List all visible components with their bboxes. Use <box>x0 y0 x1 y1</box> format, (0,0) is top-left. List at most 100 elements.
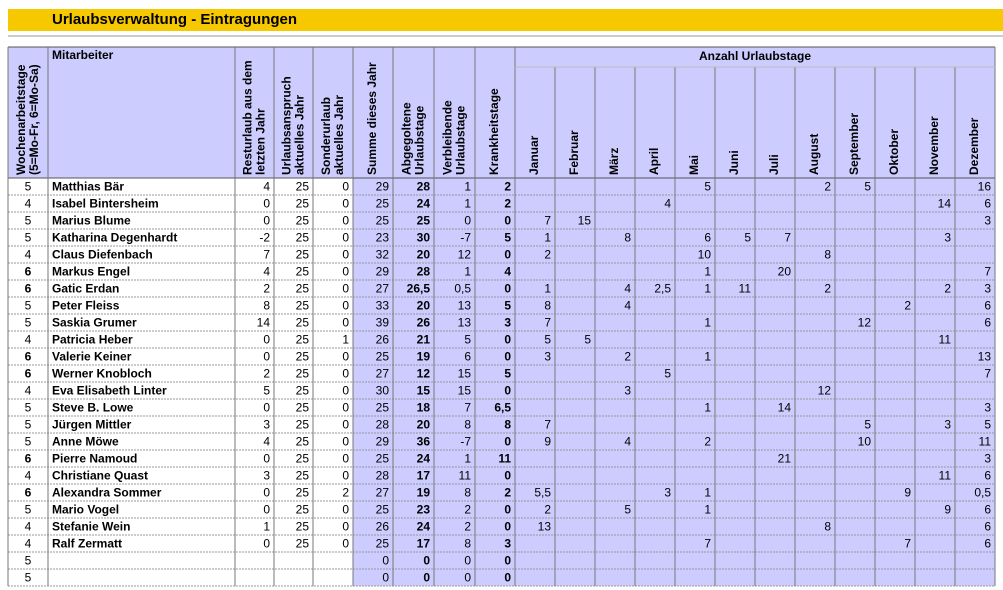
month-value: 1 <box>544 282 551 296</box>
workdays: 4 <box>25 469 32 483</box>
month-value: 13 <box>978 350 992 364</box>
cell-value: 29 <box>376 180 390 194</box>
header-bg <box>8 47 995 178</box>
cell-value: 25 <box>296 452 310 466</box>
cell-value: -2 <box>259 231 270 245</box>
month-value: 3 <box>544 350 551 364</box>
cell-value: 0 <box>263 486 270 500</box>
cell-value: 1 <box>464 197 471 211</box>
cell-value: 0 <box>382 571 389 585</box>
cell-value: 28 <box>417 180 431 194</box>
cell-value: -7 <box>460 435 471 449</box>
month-value: 3 <box>984 452 991 466</box>
cell-value: 24 <box>417 520 431 534</box>
month-value: 6 <box>984 197 991 211</box>
column-header: Dezember <box>967 117 981 175</box>
month-value: 4 <box>624 282 631 296</box>
workdays: 6 <box>25 265 32 279</box>
cell-value: 28 <box>376 469 390 483</box>
workdays: 6 <box>25 486 32 500</box>
cell-value: 3 <box>263 469 270 483</box>
workdays: 4 <box>25 537 32 551</box>
column-header: Summe dieses Jahr <box>365 62 379 175</box>
employee-name: Isabel Bintersheim <box>52 197 159 211</box>
column-header: Sonderurlaub <box>319 97 333 175</box>
month-value: 11 <box>939 469 952 483</box>
cell-value: 2 <box>464 503 471 517</box>
cell-value: 1 <box>263 520 270 534</box>
cell-value: 0 <box>504 350 511 364</box>
cell-value: 3 <box>504 537 511 551</box>
month-value: 1 <box>704 401 711 415</box>
cell-value: 23 <box>417 503 431 517</box>
cell-value: 25 <box>296 350 310 364</box>
month-value: 20 <box>778 265 792 279</box>
cell-value: 1 <box>342 333 349 347</box>
cell-value: 25 <box>296 401 310 415</box>
month-value: 1 <box>704 282 711 296</box>
cell-value: 26 <box>376 520 390 534</box>
cell-value: 25 <box>296 299 310 313</box>
month-value: 2 <box>544 503 551 517</box>
cell-value: 0 <box>342 469 349 483</box>
column-header: September <box>847 113 861 175</box>
cell-value: 26,5 <box>407 282 431 296</box>
cell-value: 0 <box>342 248 349 262</box>
cell-value: 0 <box>263 503 270 517</box>
cell-value: 8 <box>464 537 471 551</box>
cell-value: 5 <box>504 299 511 313</box>
month-value: 5 <box>664 367 671 381</box>
cell-value: 20 <box>417 248 431 262</box>
cell-value: 8 <box>504 418 511 432</box>
month-value: 12 <box>858 316 872 330</box>
cell-value: 7 <box>263 248 270 262</box>
cell-value: 13 <box>458 299 472 313</box>
month-value: 5 <box>744 231 751 245</box>
employee-name: Peter Fleiss <box>52 299 120 313</box>
cell-value: 0 <box>464 554 471 568</box>
month-value: 3 <box>624 384 631 398</box>
cell-value: 0 <box>263 333 270 347</box>
month-value: 9 <box>544 435 551 449</box>
cell-value: 0 <box>342 231 349 245</box>
cell-value: 25 <box>376 214 390 228</box>
cell-value: 25 <box>296 367 310 381</box>
cell-value: 25 <box>296 537 310 551</box>
cell-value: 0 <box>263 537 270 551</box>
month-value: 6 <box>984 316 991 330</box>
cell-value: 17 <box>417 537 431 551</box>
cell-value: 0 <box>382 554 389 568</box>
cell-value: 6,5 <box>494 401 511 415</box>
month-value: 6 <box>984 537 991 551</box>
cell-value: 25 <box>296 333 310 347</box>
cell-value: 25 <box>296 435 310 449</box>
cell-value: 25 <box>296 214 310 228</box>
column-header: Mai <box>687 155 701 175</box>
month-value: 3 <box>944 418 951 432</box>
employee-name: Marius Blume <box>52 214 131 228</box>
cell-value: 0 <box>504 333 511 347</box>
cell-value: 0 <box>342 384 349 398</box>
cell-value: 4 <box>263 435 270 449</box>
employee-name: Werner Knobloch <box>52 367 152 381</box>
column-header: März <box>607 148 621 175</box>
cell-value: 3 <box>504 316 511 330</box>
month-value: 3 <box>944 231 951 245</box>
cell-value: 36 <box>417 435 431 449</box>
employee-name: Claus Diefenbach <box>52 248 153 262</box>
cell-value: 33 <box>376 299 390 313</box>
column-header: Oktober <box>887 129 901 175</box>
cell-value: 28 <box>417 265 431 279</box>
month-value: 2 <box>904 299 911 313</box>
employee-name: Markus Engel <box>52 265 130 279</box>
month-value: 7 <box>544 214 551 228</box>
cell-value: 21 <box>417 333 431 347</box>
cell-value: 2 <box>342 486 349 500</box>
cell-value: 25 <box>296 180 310 194</box>
employee-name: Anne Möwe <box>52 435 119 449</box>
month-value: 16 <box>978 180 992 194</box>
cell-value: 4 <box>263 265 270 279</box>
cell-value: 0 <box>423 571 430 585</box>
cell-value: 19 <box>417 486 431 500</box>
month-value: 6 <box>984 469 991 483</box>
